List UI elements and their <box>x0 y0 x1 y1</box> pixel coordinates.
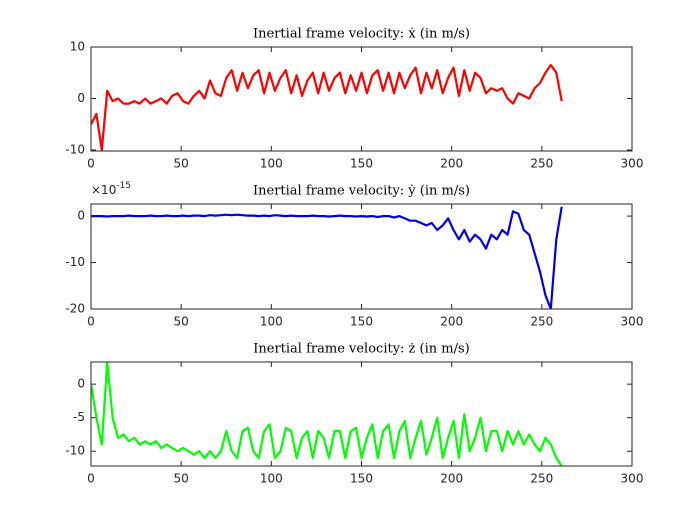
data-line <box>91 362 563 466</box>
y-tick-label: -10 <box>65 255 85 269</box>
axes-box <box>90 361 633 467</box>
axes-background <box>91 47 632 151</box>
axes-box <box>90 46 633 152</box>
axis-multiplier: ×10-15 <box>91 181 131 197</box>
plot-area <box>91 63 563 151</box>
y-tick-label: -20 <box>65 302 85 316</box>
x-tick-label: 100 <box>260 472 283 486</box>
x-tick-label: 150 <box>350 157 373 171</box>
x-tick-label: 100 <box>260 315 283 329</box>
x-tick-label: 50 <box>174 157 189 171</box>
y-tick-label: -10 <box>65 444 85 458</box>
y-tick-label: 0 <box>77 209 85 223</box>
x-tick-label: 200 <box>440 157 463 171</box>
x-tick-label: 150 <box>350 315 373 329</box>
chart-title: Inertial frame velocity: ẏ (in m/s) <box>253 184 470 199</box>
axes-background <box>91 204 632 309</box>
x-tick-label: 0 <box>87 315 95 329</box>
x-tick-label: 300 <box>621 472 644 486</box>
chart-title: Inertial frame velocity: ẋ (in m/s) <box>253 27 470 42</box>
x-tick-label: 300 <box>621 315 644 329</box>
x-tick-label: 250 <box>530 315 553 329</box>
data-line <box>91 206 563 309</box>
x-tick-label: 300 <box>621 157 644 171</box>
x-tick-label: 250 <box>530 157 553 171</box>
chart-title: Inertial frame velocity: ż (in m/s) <box>253 342 469 357</box>
axes-background <box>91 362 632 466</box>
y-tick-label: 0 <box>77 377 85 391</box>
plot-area <box>91 362 563 466</box>
plot-area <box>91 206 563 309</box>
x-tick-label: 100 <box>260 157 283 171</box>
y-tick-label: 0 <box>77 91 85 105</box>
multiplier-exponent: -15 <box>116 181 131 191</box>
x-tick-label: 0 <box>87 157 95 171</box>
multiplier-base: ×10 <box>91 183 116 197</box>
x-tick-label: 200 <box>440 472 463 486</box>
x-tick-label: 50 <box>174 315 189 329</box>
x-tick-label: 150 <box>350 472 373 486</box>
x-tick-label: 200 <box>440 315 463 329</box>
x-tick-label: 50 <box>174 472 189 486</box>
y-tick-label: 10 <box>70 40 85 54</box>
x-tick-label: 0 <box>87 472 95 486</box>
x-tick-label: 250 <box>530 472 553 486</box>
axes-box <box>90 203 633 310</box>
data-line <box>91 63 563 151</box>
y-tick-label: -10 <box>65 142 85 156</box>
y-tick-label: -5 <box>73 410 85 424</box>
